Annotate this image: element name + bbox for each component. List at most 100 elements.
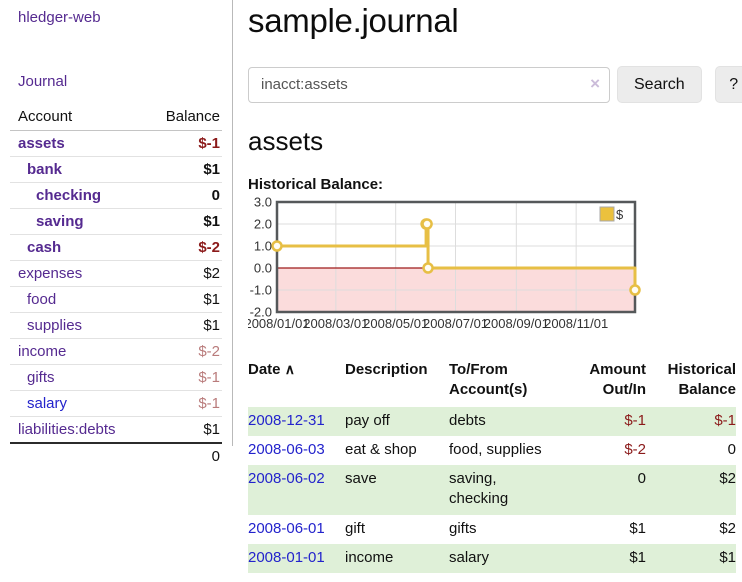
col-date-label: Date xyxy=(248,361,281,378)
sort-asc-icon: ∧ xyxy=(284,361,295,377)
sidebar-account-link-bank[interactable]: bank xyxy=(27,161,63,178)
account-name-cell: assets xyxy=(10,130,142,157)
sidebar-account-link-liabilities-debts[interactable]: liabilities:debts xyxy=(18,421,116,438)
account-balance: $2 xyxy=(141,260,222,287)
sidebar-account-link-saving[interactable]: saving xyxy=(36,213,84,230)
data-point-marker xyxy=(422,262,434,274)
account-row: salary $-1 xyxy=(10,390,222,417)
y-axis-tick-label: -2.0 xyxy=(250,305,272,320)
transaction-description: gift xyxy=(345,519,366,537)
transaction-balance: $2 xyxy=(646,465,736,515)
transaction-date-link[interactable]: 2008-06-03 xyxy=(248,440,325,458)
account-name-cell: supplies xyxy=(10,312,142,339)
account-balance: $-2 xyxy=(141,234,222,261)
sidebar-account-link-supplies[interactable]: supplies xyxy=(27,317,83,334)
search-input[interactable] xyxy=(248,66,610,103)
help-button[interactable]: ? xyxy=(714,66,742,103)
col-date[interactable]: Date ∧ xyxy=(248,357,345,407)
account-name-cell: expenses xyxy=(10,260,142,287)
x-axis-tick-label: 2008/11/01 xyxy=(544,316,608,331)
data-point-marker xyxy=(421,218,433,230)
account-row: assets $-1 xyxy=(10,130,222,157)
col-description[interactable]: Description xyxy=(345,361,428,378)
sidebar-account-link-income[interactable]: income xyxy=(18,343,67,360)
table-row: 2008-12-31 pay off debts $-1 $-1 xyxy=(248,406,736,436)
account-balance: $1 xyxy=(141,286,222,313)
transaction-amount: 0 xyxy=(561,465,646,515)
clear-search-icon[interactable]: × xyxy=(590,73,600,93)
sidebar-account-link-cash[interactable]: cash xyxy=(27,239,62,256)
data-point-marker xyxy=(629,284,641,296)
account-heading: assets xyxy=(248,126,324,156)
sidebar-account-link-food[interactable]: food xyxy=(27,291,57,308)
accounts-col-account: Account xyxy=(10,106,142,131)
account-row: cash $-2 xyxy=(10,234,222,261)
table-row: 2008-06-03 eat & shop food, supplies $-2 0 xyxy=(248,436,736,465)
account-balance: $-1 xyxy=(141,130,222,157)
transaction-accounts: saving, checking xyxy=(449,465,561,515)
y-axis-tick-label: 2.0 xyxy=(254,217,272,232)
transaction-balance: $1 xyxy=(646,543,736,573)
account-name-cell: gifts xyxy=(10,364,142,391)
account-name-cell: checking xyxy=(10,182,142,209)
sidebar-item-journal[interactable]: Journal xyxy=(18,73,68,90)
account-row: supplies $1 xyxy=(10,312,222,339)
search-input-wrap: × xyxy=(248,66,610,103)
account-name-cell: food xyxy=(10,286,142,313)
account-name-cell: income xyxy=(10,338,142,365)
data-point-marker xyxy=(271,240,283,252)
transaction-date-link[interactable]: 2008-12-31 xyxy=(248,411,325,429)
transaction-date-link[interactable]: 2008-01-01 xyxy=(248,548,325,566)
transaction-balance: $-1 xyxy=(646,406,736,436)
search-button[interactable]: Search xyxy=(617,66,702,103)
sidebar-account-link-checking[interactable]: checking xyxy=(36,187,102,204)
col-tofrom[interactable]: To/From Account(s) xyxy=(449,361,528,399)
transaction-date-cell: 2008-01-01 xyxy=(248,543,345,573)
accounts-header-row: Account Balance xyxy=(10,106,222,131)
plot-border xyxy=(275,200,637,314)
account-name-cell: salary xyxy=(10,390,142,417)
sidebar-account-link-gifts[interactable]: gifts xyxy=(27,369,55,386)
search-form: × Search ? xyxy=(248,66,742,103)
transaction-balance: 0 xyxy=(727,440,736,458)
col-balance[interactable]: Historical Balance xyxy=(667,361,736,399)
transaction-date-link[interactable]: 2008-06-01 xyxy=(248,519,325,537)
x-axis-tick-label: 2008/03/01 xyxy=(303,316,368,331)
chart-title: Historical Balance: xyxy=(248,176,384,193)
sidebar-account-link-salary[interactable]: salary xyxy=(27,395,68,412)
sidebar-account-link-expenses[interactable]: expenses xyxy=(18,265,83,282)
account-row: saving $1 xyxy=(10,208,222,235)
transaction-amount: $1 xyxy=(561,543,646,573)
accounts-col-balance: Balance xyxy=(141,106,222,131)
transaction-date-link[interactable]: 2008-06-02 xyxy=(248,470,325,487)
transaction-date-cell: 2008-12-31 xyxy=(248,406,345,436)
table-row: 2008-01-01 income salary $1 $1 xyxy=(248,543,736,573)
accounts-table: Account Balance assets $-1 bank $1 checking 0… xyxy=(10,106,222,469)
transaction-amount: $-2 xyxy=(624,440,646,458)
page-title: sample.journal xyxy=(248,2,459,39)
account-row: liabilities:debts $1 xyxy=(10,416,222,444)
account-row: food $1 xyxy=(10,286,222,313)
transaction-balance: $2 xyxy=(719,519,736,537)
y-axis-tick-label: 3.0 xyxy=(254,196,272,210)
account-balance: $1 xyxy=(141,416,222,444)
account-row: expenses $2 xyxy=(10,260,222,287)
account-balance: $1 xyxy=(141,312,222,339)
y-axis-tick-label: 1.0 xyxy=(254,239,272,254)
transaction-description: eat & shop xyxy=(345,440,417,458)
account-balance: $-2 xyxy=(141,338,222,365)
account-name-cell: cash xyxy=(10,234,142,261)
account-name-cell: liabilities:debts xyxy=(10,416,142,444)
spacer xyxy=(10,442,142,469)
legend-label: $ xyxy=(616,207,624,222)
brand-link[interactable]: hledger-web xyxy=(18,9,101,26)
account-balance: $1 xyxy=(141,156,222,183)
transaction-description: income xyxy=(345,543,449,573)
sidebar-account-link-assets[interactable]: assets xyxy=(18,135,65,152)
transactions-header-row: Date ∧ Description To/From Account(s) Am… xyxy=(248,357,736,407)
accounts-total-row: 0 xyxy=(10,442,222,469)
table-row: 2008-06-01 gift gifts $1 $2 xyxy=(248,515,736,544)
col-amount[interactable]: Amount Out/In xyxy=(589,361,646,399)
x-axis-tick-label: 2008/01/01 xyxy=(248,316,310,331)
